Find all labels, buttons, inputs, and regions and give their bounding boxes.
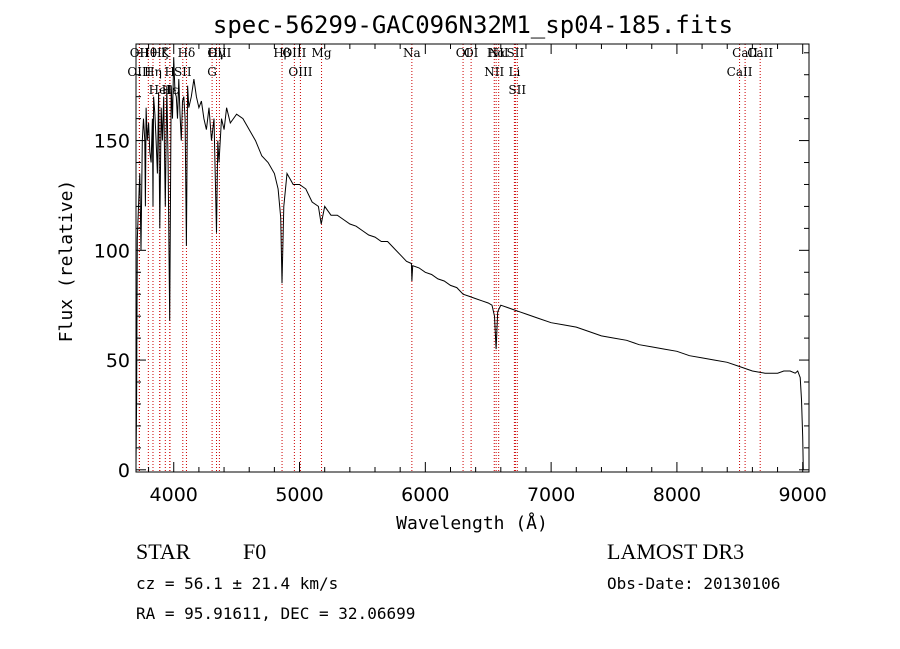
spectral-line-label: CaII xyxy=(732,46,758,60)
x-tick-label: 4000 xyxy=(150,484,198,506)
x-tick-label: 8000 xyxy=(653,484,701,506)
spectral-line-label: Hε xyxy=(162,83,179,97)
spectrum-line xyxy=(135,57,804,470)
spectral-line-label: OI xyxy=(456,46,471,60)
spectral-line-label: Hγ xyxy=(208,46,226,60)
chart-title: spec-56299-GAC096N32M1_sp04-185.fits xyxy=(213,11,733,39)
spectral-line-label: K xyxy=(161,46,171,60)
x-axis-ticks: 4000 5000 6000 7000 8000 9000 xyxy=(148,44,827,506)
spectral-line-label: Li xyxy=(508,65,520,79)
object-class: STAR xyxy=(136,539,191,564)
object-subclass: F0 xyxy=(243,539,267,564)
redshift-velocity: cz = 56.1 ± 21.4 km/s xyxy=(136,574,339,593)
spectral-line-label: OIII xyxy=(207,46,231,60)
x-axis-label: Wavelength (Å) xyxy=(396,512,548,534)
plot-frame xyxy=(135,43,810,473)
spectral-line-label: Hδ xyxy=(178,46,196,60)
x-tick-label: 6000 xyxy=(401,484,449,506)
spectral-line-label: H xyxy=(164,65,174,79)
spectral-line-label: SII xyxy=(508,83,526,97)
spectral-line-label: NII xyxy=(489,46,509,60)
spectral-line-label: SII xyxy=(507,46,525,60)
y-axis-ticks: 0 50 100 150 xyxy=(94,52,809,482)
spectral-line-label: Mg xyxy=(312,46,332,60)
spectral-line-label: SII xyxy=(174,65,192,79)
spectral-line-label: Hβ xyxy=(273,46,290,60)
spectral-line-label: Hζ xyxy=(151,46,168,60)
spectral-line-label: OI xyxy=(464,46,479,60)
y-tick-label: 0 xyxy=(118,460,130,482)
y-tick-label: 100 xyxy=(94,240,130,262)
y-axis-label: Flux (relative) xyxy=(56,180,77,343)
spectral-line-label: OIII xyxy=(127,65,151,79)
spectral-line-label: OIII xyxy=(288,65,312,79)
y-tick-label: 50 xyxy=(106,350,130,372)
spectral-line-label: Na xyxy=(403,46,421,60)
spectral-line-label: NII xyxy=(484,65,504,79)
observation-date: Obs-Date: 20130106 xyxy=(607,574,781,593)
spectral-line-labels: HθOIIOIIIHηHeIHζKHHεHδSIIOIIIHγGHβOIIIOI… xyxy=(127,46,773,97)
spectral-line-label: CaII xyxy=(747,46,773,60)
spectral-line-label: HeI xyxy=(149,83,172,97)
x-tick-label: 7000 xyxy=(527,484,575,506)
spectral-lines-layer xyxy=(138,44,761,472)
spectral-line-label: Hθ xyxy=(139,46,157,60)
survey-name: LAMOST DR3 xyxy=(607,539,745,564)
spectral-line-label: Hη xyxy=(144,65,162,79)
spectral-line-label: CaII xyxy=(727,65,753,79)
x-tick-label: 5000 xyxy=(275,484,323,506)
spectral-line-label: OIII xyxy=(282,46,306,60)
x-tick-label: 9000 xyxy=(779,484,827,506)
y-tick-label: 150 xyxy=(94,131,130,153)
spectral-line-label: Hα xyxy=(487,46,506,60)
spectral-line-label: G xyxy=(207,65,217,79)
coordinates: RA = 95.91611, DEC = 32.06699 xyxy=(136,604,416,623)
